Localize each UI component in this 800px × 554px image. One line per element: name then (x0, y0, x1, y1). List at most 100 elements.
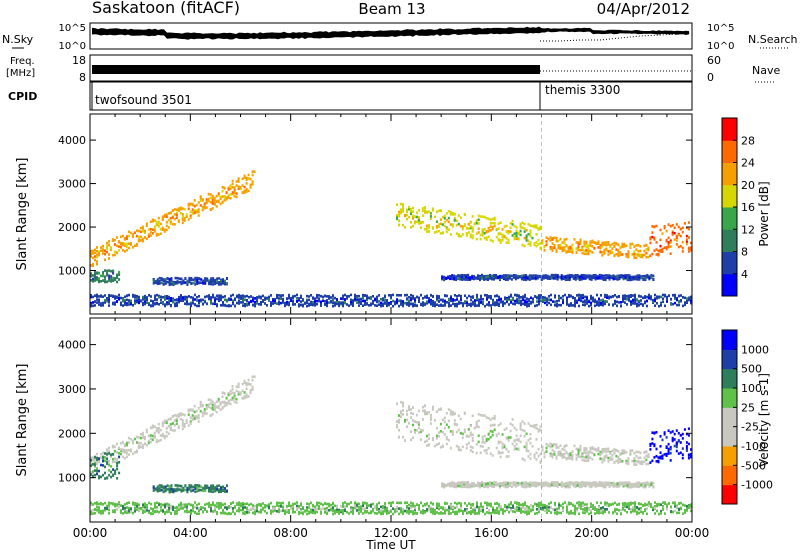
range-cell (130, 299, 132, 303)
range-cell (576, 484, 579, 487)
range-cell (465, 227, 468, 230)
range-cell (616, 295, 618, 299)
range-cell (507, 238, 510, 242)
range-cell (402, 210, 404, 213)
range-cell (599, 450, 602, 454)
range-cell (685, 240, 688, 244)
range-cell (161, 215, 164, 218)
range-cell (152, 279, 155, 282)
range-cell (633, 457, 636, 460)
range-cell (441, 231, 444, 235)
range-cell (141, 444, 144, 447)
range-cell (189, 422, 192, 425)
range-cell (532, 483, 535, 486)
range-cell (524, 483, 527, 486)
range-cell (225, 198, 228, 201)
range-cell (457, 446, 460, 449)
range-cell (203, 412, 206, 416)
range-cell (96, 469, 98, 473)
range-cell (483, 236, 486, 240)
range-cell (100, 509, 102, 513)
range-cell (90, 294, 92, 297)
range-cell (479, 278, 481, 282)
range-cell (239, 393, 242, 396)
range-cell (226, 489, 228, 493)
range-cell (212, 484, 215, 487)
range-cell (561, 447, 564, 451)
range-cell (181, 419, 184, 422)
range-cell (396, 298, 398, 301)
range-cell (437, 223, 440, 226)
range-cell (613, 451, 616, 454)
range-cell (493, 417, 496, 421)
range-cell (213, 408, 216, 412)
range-cell (92, 304, 94, 308)
range-cell (225, 401, 228, 405)
range-cell (161, 421, 164, 424)
range-cell (350, 298, 352, 302)
range-cell (412, 304, 414, 308)
range-cell (118, 293, 120, 297)
range-cell (102, 279, 104, 282)
range-cell (106, 451, 108, 454)
range-cell (622, 277, 625, 281)
range-cell (645, 248, 648, 251)
range-cell (648, 275, 651, 278)
range-cell (487, 417, 490, 420)
range-cell (166, 295, 168, 298)
range-cell (418, 300, 420, 303)
range-cell (233, 194, 236, 198)
range-cell (181, 424, 184, 428)
range-cell (410, 302, 412, 306)
range-cell (417, 423, 420, 426)
range-cell (237, 185, 240, 188)
range-cell (104, 301, 106, 304)
range-cell (589, 448, 592, 451)
range-cell (170, 280, 173, 283)
range-cell (445, 212, 448, 215)
range-cell (475, 277, 477, 280)
range-cell (515, 447, 518, 451)
range-cell (537, 428, 540, 431)
range-cell (627, 252, 630, 255)
range-cell (412, 214, 414, 218)
range-cell (223, 404, 226, 408)
range-cell (522, 298, 524, 302)
range-cell (237, 187, 240, 190)
range-cell (671, 438, 674, 441)
range-cell (589, 446, 592, 450)
range-cell (153, 228, 156, 231)
range-cell (591, 239, 594, 243)
range-cell (551, 444, 554, 448)
range-cell (677, 245, 680, 249)
range-cell (486, 295, 488, 299)
nsky-trace (92, 26, 689, 40)
range-cell (527, 232, 530, 236)
range-cell (552, 481, 555, 485)
range-cell (575, 247, 578, 250)
range-cell (427, 443, 430, 446)
range-cell (151, 434, 154, 438)
range-cell (189, 202, 192, 206)
range-cell (578, 482, 581, 486)
range-cell (469, 431, 472, 435)
range-cell (467, 277, 470, 280)
range-cell (528, 304, 530, 308)
range-cell (167, 212, 170, 215)
range-cell (489, 418, 492, 421)
range-cell (125, 245, 128, 248)
range-cell (245, 387, 248, 391)
range-cell (192, 299, 194, 302)
range-cell (160, 281, 163, 285)
range-cell (218, 489, 221, 493)
range-cell (171, 209, 174, 212)
range-cell (125, 242, 128, 246)
range-cell (552, 277, 555, 280)
range-cell (196, 281, 199, 284)
range-cell (669, 239, 672, 242)
range-cell (573, 444, 576, 448)
range-cell (179, 412, 182, 415)
range-cell (626, 278, 629, 282)
range-cell (108, 450, 110, 453)
range-cell (465, 435, 468, 438)
